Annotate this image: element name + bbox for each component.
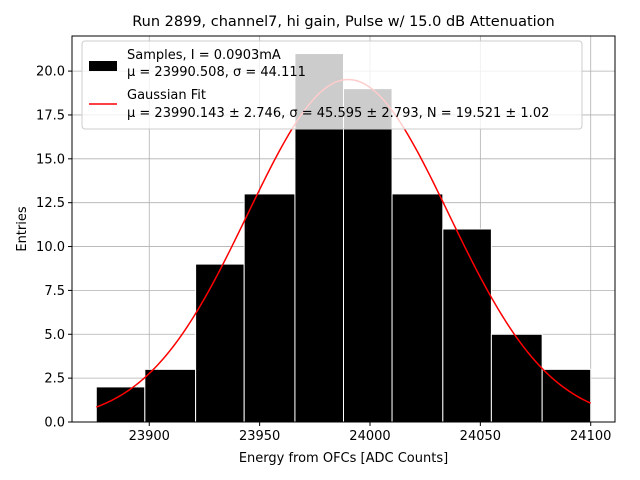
histogram-bar — [541, 368, 592, 423]
histogram-bar — [195, 263, 245, 423]
y-tick-label: 20.0 — [36, 65, 65, 80]
y-tick-label: 17.5 — [36, 108, 65, 123]
legend-label-samples: Samples, I = 0.0903mA — [127, 48, 281, 63]
histogram-bar — [490, 333, 543, 423]
histogram-bar — [442, 228, 492, 423]
y-axis-label: Entries — [15, 206, 30, 252]
y-tick-label: 12.5 — [36, 196, 65, 211]
axis-ticks: 23900 23950 24000 24050 24100 0.0 2.5 5.0 7.5 10.… — [36, 65, 611, 444]
y-tick-label: 2.5 — [44, 372, 65, 387]
legend-label-fit: Gaussian Fit — [127, 88, 206, 103]
legend-detail-fit: μ = 23990.143 ± 2.746, σ = 45.595 ± 2.79… — [127, 106, 549, 121]
legend: Samples, I = 0.0903mA μ = 23990.508, σ =… — [81, 40, 583, 130]
legend-detail-samples: μ = 23990.508, σ = 44.111 — [127, 65, 306, 80]
y-tick-label: 5.0 — [44, 328, 65, 343]
y-tick-label: 10.0 — [36, 240, 65, 255]
x-tick-label: 23900 — [129, 429, 170, 444]
x-tick-label: 24050 — [460, 429, 501, 444]
legend-box — [81, 40, 583, 130]
histogram-bar — [391, 193, 444, 423]
y-tick-label: 0.0 — [44, 416, 65, 431]
y-tick-label: 7.5 — [44, 284, 65, 299]
x-tick-label: 24100 — [570, 429, 611, 444]
legend-swatch-samples — [89, 61, 117, 71]
plot-frame — [71, 35, 616, 423]
histogram-bar — [343, 88, 393, 423]
x-tick-label: 24000 — [349, 429, 390, 444]
x-tick-label: 23950 — [239, 429, 280, 444]
histogram-bar — [243, 193, 296, 423]
x-axis-label: Energy from OFCs [ADC Counts] — [239, 451, 448, 466]
chart-title: Run 2899, channel7, hi gain, Pulse w/ 15… — [132, 14, 555, 30]
y-tick-label: 15.0 — [36, 152, 65, 167]
histogram-bar — [144, 368, 197, 423]
